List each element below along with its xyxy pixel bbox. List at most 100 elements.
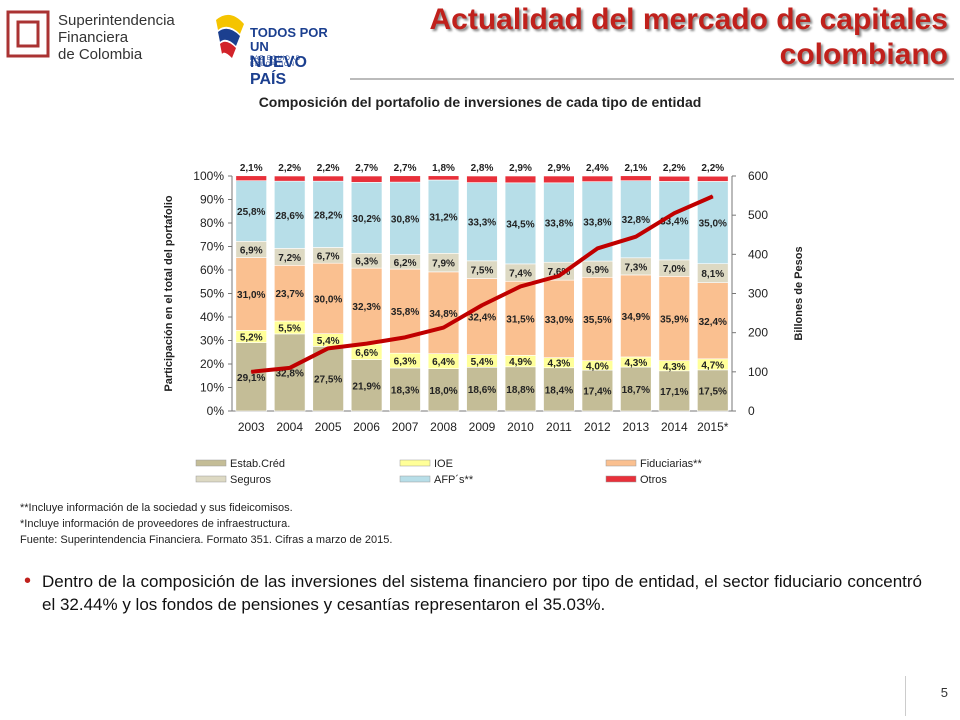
bar-segment-otros [543, 175, 575, 184]
data-label-seguros: 6,3% [355, 257, 378, 268]
data-label-seguros: 6,9% [240, 245, 263, 256]
bar-segment-estab [389, 367, 421, 412]
data-label-fiduciarias: 35,5% [583, 315, 611, 326]
x-tick-label: 2004 [276, 420, 303, 434]
bar-segment-fiduciarias [350, 267, 383, 345]
bar-segment-otros [274, 175, 306, 182]
org-line1: Superintendencia [58, 12, 175, 29]
data-label-seguros: 8,1% [701, 269, 724, 280]
data-label-otros: 2,8% [471, 163, 494, 174]
y2-tick-label: 300 [748, 287, 768, 301]
data-label-fiduciarias: 31,5% [506, 314, 534, 325]
bar-segment-afp [620, 180, 652, 259]
bar-segment-afp [389, 181, 421, 255]
data-label-seguros: 7,5% [471, 266, 494, 277]
bar-segment-afp [235, 180, 267, 242]
bar-segment-fiduciarias [658, 276, 690, 362]
y-tick-label: 50% [200, 287, 224, 301]
bar-segment-estab [543, 367, 575, 412]
org-line3: de Colombia [58, 46, 143, 63]
total-portfolio-point [366, 343, 368, 345]
todos-por-un-nuevo-pais-logo: TODOS POR UN NUEVO PAÍS PAZ EQUIDAD EDUC… [210, 10, 340, 88]
data-label-seguros: 7,2% [278, 253, 301, 264]
total-portfolio-point [596, 247, 598, 249]
data-label-otros: 2,1% [240, 163, 263, 174]
total-portfolio-point [558, 275, 560, 277]
bar-segment-estab [581, 369, 614, 412]
legend-label-afp: AFP´s** [434, 474, 474, 486]
title-divider [350, 78, 954, 80]
y2-tick-label: 500 [748, 208, 768, 222]
y-tick-label: 60% [200, 263, 224, 277]
data-label-otros: 2,2% [663, 163, 686, 174]
total-portfolio-point [250, 371, 252, 373]
data-label-fiduciarias: 34,8% [429, 309, 457, 320]
x-tick-label: 2011 [546, 420, 572, 434]
data-label-afp: 33,8% [545, 219, 573, 230]
bar-segment-afp [697, 181, 729, 264]
y2-tick-label: 600 [748, 169, 768, 183]
y2-axis-title: Billones de Pesos [793, 246, 805, 340]
data-label-seguros: 6,9% [586, 265, 609, 276]
bar-segment-fiduciarias [427, 271, 460, 354]
data-label-afp: 28,2% [314, 210, 342, 221]
bar-segment-estab [466, 366, 498, 412]
data-label-estab: 17,5% [699, 386, 727, 397]
legend-swatch-ioe [399, 459, 431, 467]
campaign-name: TODOS POR UN NUEVO PAÍS [250, 26, 340, 89]
legend-label-estab: Estab.Créd [230, 458, 285, 470]
legend-label-otros: Otros [640, 474, 667, 486]
legend-label-fiduciarias: Fiduciarias** [640, 458, 702, 470]
bar-segment-estab [274, 333, 306, 412]
data-label-seguros: 7,4% [509, 269, 532, 280]
total-portfolio-point [404, 336, 406, 338]
data-label-otros: 2,1% [624, 163, 647, 174]
data-label-estab: 18,4% [545, 385, 573, 396]
total-portfolio-point [712, 195, 714, 197]
data-label-ioe: 4,3% [548, 359, 571, 370]
data-label-afp: 33,3% [468, 218, 496, 229]
data-label-otros: 2,7% [394, 163, 417, 174]
legend-label-seguros: Seguros [230, 474, 271, 486]
bar-segment-fiduciarias [466, 278, 498, 355]
data-label-otros: 2,2% [317, 163, 340, 174]
legend-swatch-fiduciarias [605, 459, 637, 467]
x-tick-label: 2013 [622, 420, 649, 434]
bar-segment-fiduciarias [312, 262, 344, 334]
data-label-otros: 2,2% [701, 163, 724, 174]
data-label-ioe: 5,4% [317, 336, 340, 347]
data-label-estab: 18,3% [391, 385, 419, 396]
data-label-fiduciarias: 32,3% [352, 302, 380, 313]
data-label-fiduciarias: 35,8% [391, 307, 419, 318]
data-label-otros: 2,2% [278, 163, 301, 174]
footnote-1: **Incluye información de la sociedad y s… [20, 502, 293, 514]
y-tick-label: 40% [200, 310, 224, 324]
y-tick-label: 30% [200, 334, 224, 348]
data-label-ioe: 5,5% [278, 323, 301, 334]
data-label-afp: 33,8% [583, 217, 611, 228]
bar-segment-otros [350, 175, 383, 183]
bar-segment-otros [581, 175, 614, 182]
total-portfolio-point [635, 236, 637, 238]
bullet-text: Dentro de la composición de las inversio… [42, 572, 922, 614]
campaign-line2: NUEVO PAÍS [250, 54, 307, 88]
data-label-fiduciarias: 32,4% [468, 313, 496, 324]
bar-segment-fiduciarias [697, 282, 729, 360]
data-label-afp: 25,8% [237, 207, 265, 218]
data-label-afp: 33,4% [660, 217, 688, 228]
superintendencia-logo: Superintendencia Financiera de Colombia [6, 8, 186, 68]
y-tick-label: 0% [207, 404, 225, 418]
data-label-ioe: 5,2% [240, 333, 263, 344]
bar-segment-otros [658, 175, 690, 182]
bar-segment-estab [427, 368, 460, 412]
data-label-ioe: 6,3% [394, 357, 417, 368]
bar-segment-estab [504, 366, 537, 412]
data-label-ioe: 4,3% [624, 358, 647, 369]
data-label-afp: 28,6% [276, 211, 304, 222]
data-label-estab: 27,5% [314, 375, 342, 386]
org-name: Superintendencia Financiera de Colombia [58, 12, 175, 63]
data-label-ioe: 6,6% [355, 348, 378, 359]
bar-segment-afp [274, 180, 306, 249]
data-label-ioe: 4,3% [663, 362, 686, 373]
page-title: Actualidad del mercado de capitales colo… [388, 2, 948, 72]
